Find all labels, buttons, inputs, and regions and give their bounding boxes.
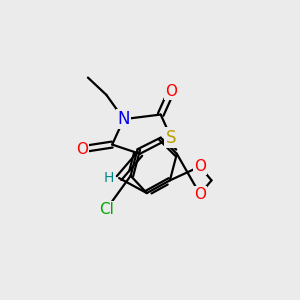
- Text: S: S: [166, 129, 176, 147]
- Text: O: O: [194, 187, 206, 202]
- Text: H: H: [103, 171, 114, 185]
- Text: Cl: Cl: [99, 202, 114, 217]
- Text: O: O: [194, 159, 206, 174]
- Text: O: O: [76, 142, 88, 157]
- Text: O: O: [165, 84, 177, 99]
- Text: N: N: [118, 110, 130, 128]
